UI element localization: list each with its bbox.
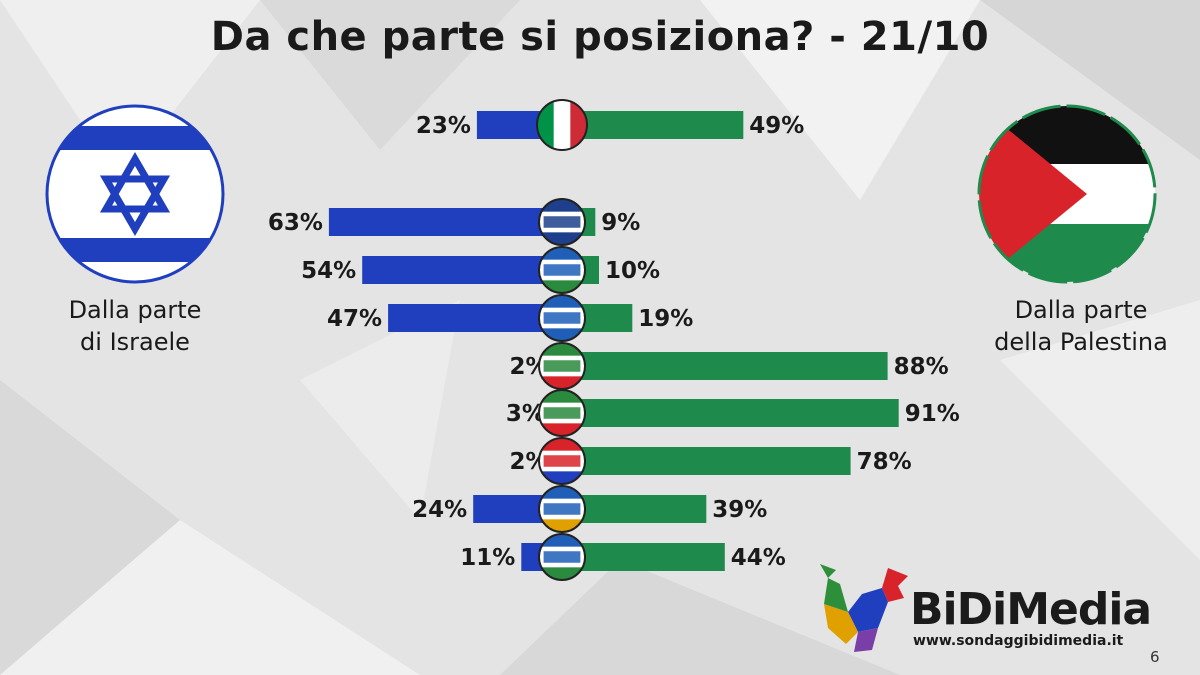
label-palestine: 39% (712, 497, 767, 523)
brand-name: BiDiMedia (910, 584, 1152, 635)
bar-israel (388, 304, 562, 332)
party-logo-icon (538, 198, 586, 246)
bar-israel (362, 256, 562, 284)
label-israel: 63% (268, 210, 323, 236)
palestine-side-label: Dalla parte della Palestina (965, 294, 1197, 358)
israel-label-line2: di Israele (80, 328, 190, 356)
chart-title: Da che parte si posiziona? - 21/10 (210, 14, 990, 60)
label-palestine: 9% (601, 210, 640, 236)
party-logo-icon (538, 246, 586, 294)
label-palestine: 10% (605, 258, 660, 284)
bar-israel (328, 208, 562, 236)
party-logo-icon (538, 485, 586, 533)
bar-palestine (562, 352, 888, 380)
label-israel: 23% (416, 113, 471, 139)
bar-palestine (562, 495, 707, 523)
bar-palestine (562, 543, 725, 571)
label-palestine: 78% (857, 449, 912, 475)
party-logo-icon (538, 437, 586, 485)
label-palestine: 19% (638, 306, 693, 332)
bar-palestine (562, 111, 744, 139)
party-logo-icon (538, 342, 586, 390)
label-israel: 11% (460, 545, 515, 571)
page-number: 6 (1150, 648, 1160, 666)
brand-url: www.sondaggibidimedia.it (913, 633, 1124, 649)
palestine-flag-icon (977, 104, 1157, 284)
party-logo-icon (538, 389, 586, 437)
bar-palestine (562, 399, 899, 427)
label-palestine: 49% (749, 113, 804, 139)
party-logo-icon (538, 533, 586, 581)
rooster-logo-icon (820, 564, 908, 652)
label-palestine: 88% (894, 354, 949, 380)
label-palestine: 91% (905, 401, 960, 427)
palestine-label-line1: Dalla parte (1014, 296, 1148, 324)
bar-palestine (562, 447, 851, 475)
label-palestine: 44% (731, 545, 786, 571)
label-israel: 47% (327, 306, 382, 332)
israel-label-line1: Dalla parte (68, 296, 202, 324)
label-israel: 24% (412, 497, 467, 523)
israel-flag-icon (45, 104, 225, 284)
label-israel: 54% (301, 258, 356, 284)
israel-side-label: Dalla parte di Israele (30, 294, 240, 358)
party-logo-icon (538, 294, 586, 342)
palestine-label-line2: della Palestina (994, 328, 1168, 356)
italy-flag-icon (536, 99, 588, 151)
